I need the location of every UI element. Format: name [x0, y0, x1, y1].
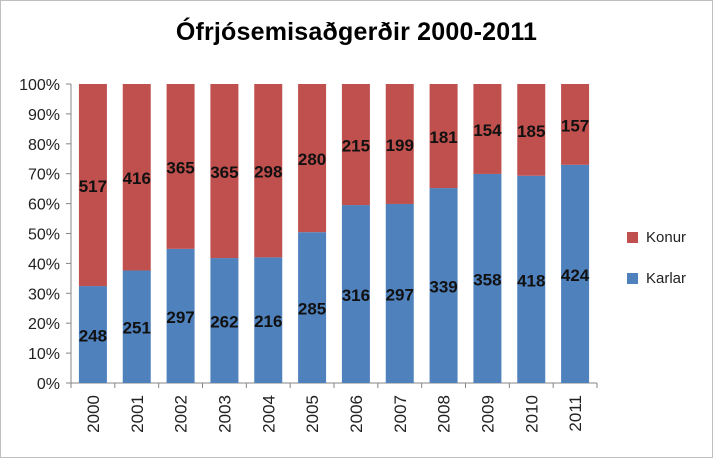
x-tick-label: 2005 [303, 395, 322, 433]
data-label-karlar: 339 [429, 278, 457, 297]
bar-karlar [254, 257, 283, 383]
legend-label-konur: Konur [646, 228, 687, 246]
x-tick-label: 2011 [566, 395, 585, 432]
data-label-konur: 298 [254, 163, 282, 182]
legend-swatch-konur [627, 231, 638, 243]
bar-konur [429, 84, 458, 189]
data-label-konur: 199 [386, 136, 414, 155]
data-label-konur: 154 [473, 121, 502, 140]
legend-label-karlar: Karlar [646, 269, 687, 287]
data-label-karlar: 251 [123, 319, 151, 338]
data-label-karlar: 285 [298, 300, 326, 319]
bar-konur [341, 84, 370, 206]
data-label-konur: 280 [298, 150, 326, 169]
bar-konur [517, 84, 546, 176]
y-tick-label: 20% [28, 316, 60, 333]
bar-karlar [210, 258, 239, 383]
data-label-karlar: 424 [561, 266, 590, 285]
x-tick-label: 2003 [215, 395, 234, 433]
bar-karlar [429, 188, 458, 383]
data-label-konur: 215 [342, 137, 370, 156]
y-tick-label: 90% [28, 107, 60, 124]
bar-karlar [122, 270, 151, 383]
data-label-karlar: 216 [254, 312, 282, 331]
bar-konur [473, 84, 502, 174]
bar-konur [561, 84, 590, 165]
bar-konur [122, 84, 151, 271]
bar-karlar [341, 205, 370, 383]
legend-item-konur: Konur [627, 227, 686, 247]
y-tick-label: 40% [28, 256, 60, 273]
bar-konur [254, 84, 283, 258]
data-label-konur: 517 [79, 177, 107, 196]
x-tick-label: 2001 [128, 395, 147, 433]
data-label-konur: 157 [561, 116, 589, 135]
data-label-konur: 416 [123, 169, 151, 188]
y-tick-label: 80% [28, 137, 60, 154]
data-label-karlar: 358 [473, 270, 501, 289]
y-tick-label: 0% [37, 376, 60, 393]
chart-title: Ófrjósemisaðgerðir 2000-2011 [175, 18, 538, 46]
bar-karlar [561, 164, 590, 383]
bar-konur [385, 84, 414, 204]
legend-swatch-karlar [627, 272, 638, 284]
data-label-konur: 185 [517, 122, 545, 141]
bar-konur [298, 84, 327, 233]
bar-karlar [473, 173, 502, 383]
data-label-karlar: 248 [79, 327, 107, 346]
y-tick-label: 50% [28, 227, 60, 244]
bar-konur [166, 84, 195, 249]
x-tick-label: 2007 [391, 395, 410, 433]
bar-karlar [78, 286, 107, 383]
legend-item-karlar: Karlar [627, 268, 686, 288]
bar-konur [210, 84, 239, 259]
y-tick-label: 10% [28, 346, 60, 363]
y-tick-label: 30% [28, 286, 60, 303]
x-tick-label: 2006 [347, 395, 366, 433]
data-label-konur: 365 [210, 163, 238, 182]
bar-karlar [517, 175, 546, 383]
data-label-karlar: 418 [517, 271, 545, 290]
y-tick-label: 100% [19, 77, 60, 94]
data-label-karlar: 316 [342, 286, 370, 305]
x-tick-label: 2002 [172, 395, 191, 433]
y-tick-label: 60% [28, 197, 60, 214]
x-tick-label: 2010 [522, 395, 541, 433]
bar-karlar [166, 248, 195, 383]
bar-konur [78, 84, 107, 287]
y-tick-label: 70% [28, 167, 60, 184]
x-tick-label: 2008 [435, 395, 454, 433]
x-tick-label: 2004 [259, 395, 278, 433]
bar-karlar [298, 232, 327, 383]
x-tick-label: 2000 [84, 395, 103, 433]
data-label-karlar: 297 [386, 285, 414, 304]
data-label-karlar: 262 [210, 313, 238, 332]
bar-karlar [385, 203, 414, 383]
data-label-karlar: 297 [166, 308, 194, 327]
x-tick-label: 2009 [478, 395, 497, 433]
data-label-konur: 181 [429, 128, 457, 147]
data-label-konur: 365 [166, 158, 194, 177]
